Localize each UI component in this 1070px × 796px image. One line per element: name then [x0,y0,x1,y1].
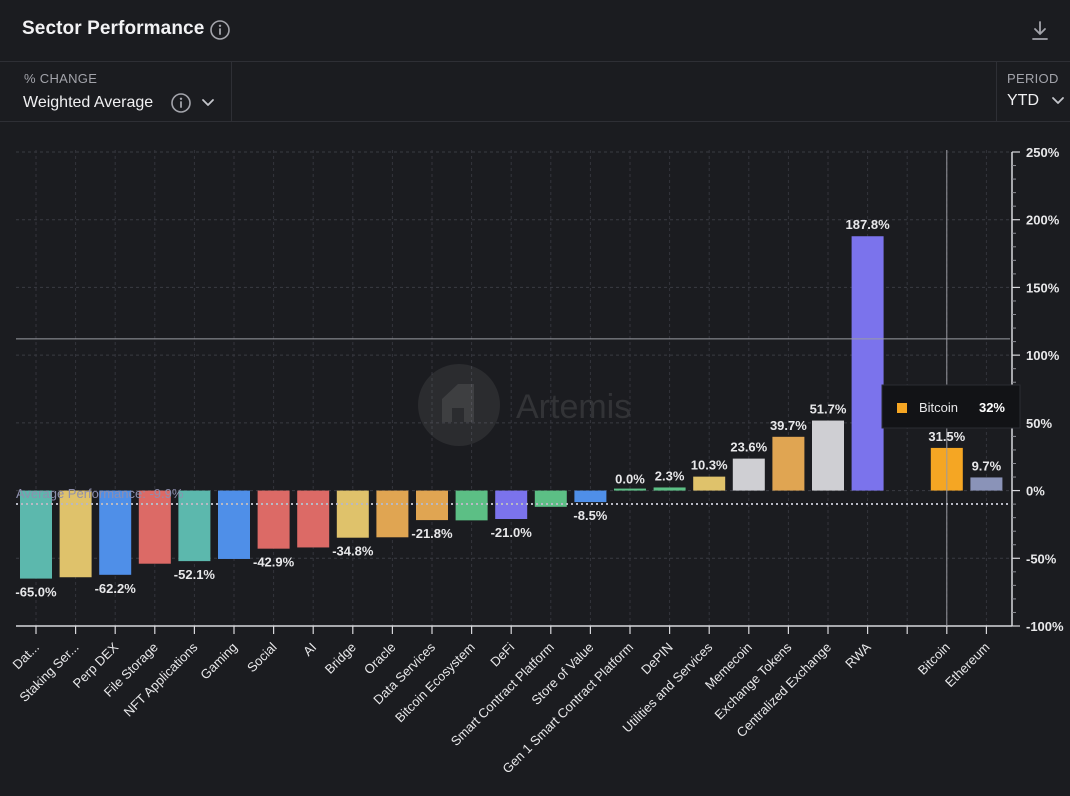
info-icon[interactable] [209,19,231,46]
x-tick-label: RWA [842,639,874,671]
data-label: 39.7% [770,418,807,433]
chevron-down-icon[interactable] [1051,94,1065,112]
data-label: 2.3% [655,468,685,483]
data-label: -21.8% [411,526,453,541]
watermark-text: Artemis [516,388,631,426]
bar[interactable] [178,490,211,562]
y-tick-label: 100% [1026,348,1060,363]
data-label: -8.5% [573,508,607,523]
bar[interactable] [416,490,448,521]
x-tick-label: Oracle [361,640,399,678]
y-tick-label: 50% [1026,416,1052,431]
tooltip-value: 32% [979,400,1005,415]
data-label: -21.0% [491,525,533,540]
bar[interactable] [297,490,330,548]
bar[interactable] [812,420,844,491]
watermark: Artemis [418,364,631,446]
average-label: Average Performance: -9.9% [16,486,184,501]
period-value[interactable]: YTD [1007,92,1039,109]
bar[interactable] [574,490,607,503]
x-tick-label: Gaming [197,640,240,683]
bar[interactable] [376,490,409,538]
data-label: 23.6% [730,440,767,455]
y-tick-label: 150% [1026,280,1060,295]
x-tick-label: NFT Applications [121,639,201,719]
bar[interactable] [218,490,250,559]
panel-header: Sector Performance [0,0,1070,62]
x-tick-label: Bridge [322,640,359,677]
change-selector[interactable]: % CHANGE Weighted Average [0,62,232,121]
data-label: 10.3% [691,458,728,473]
bar[interactable] [851,236,884,491]
bar[interactable] [693,476,726,491]
bar[interactable] [772,436,805,491]
download-icon[interactable] [1030,20,1050,47]
bar[interactable] [99,490,132,575]
bar[interactable] [138,490,171,564]
bar[interactable] [257,490,290,549]
bars [20,236,1003,579]
bar[interactable] [534,490,567,507]
y-tick-label: -50% [1026,551,1057,566]
y-tick-label: -100% [1026,619,1064,634]
bar[interactable] [970,477,1003,491]
x-tick-label: AI [300,640,319,659]
x-tick-label: DePIN [638,640,676,678]
y-tick-label: 250% [1026,145,1060,160]
axes: 250%200%150%100%50%0%-50%-100%Dat...Stak… [10,145,1064,776]
x-tick-label: Bitcoin [915,640,953,678]
data-labels: -65.0% -62.2% -52.1% -42.9% -34.8% -21.8% -21.… [15,217,1001,599]
x-tick-label: DeFi [487,639,517,669]
page-title: Sector Performance [22,18,205,39]
period-selector[interactable]: PERIOD YTD [996,62,1070,121]
data-label: 187.8% [846,217,891,232]
data-label: 0.0% [615,472,645,487]
info-icon[interactable] [170,92,192,119]
bar[interactable] [455,490,488,521]
data-label: 51.7% [810,402,847,417]
bar[interactable] [20,490,52,579]
chart-area: Artemis -65.0% -62.2% -52.1% -42.9% -34.8% -2… [0,122,1070,796]
x-tick-label: Social [244,639,280,675]
bar[interactable] [336,490,369,538]
tooltip-swatch [897,403,907,413]
data-label: -65.0% [15,585,57,600]
bar-chart: Artemis -65.0% -62.2% -52.1% -42.9% -34.8% -2… [10,145,1064,776]
bar[interactable] [59,490,92,578]
data-label: -52.1% [174,567,216,582]
bar[interactable] [653,487,686,491]
bar[interactable] [732,458,765,491]
chevron-down-icon[interactable] [201,96,215,114]
period-label: PERIOD [1007,71,1059,86]
chart-controls: % CHANGE Weighted Average PERIOD YTD [0,62,1070,122]
data-label: -34.8% [332,544,374,559]
data-label: -62.2% [95,581,137,596]
tooltip-name: Bitcoin [919,400,958,415]
change-label: % CHANGE [24,71,98,86]
y-tick-label: 0% [1026,484,1045,499]
data-label: 9.7% [972,458,1002,473]
x-tick-label: Dat... [10,640,43,673]
tooltip: Bitcoin 32% [881,384,1021,429]
data-label: -42.9% [253,555,295,570]
y-tick-label: 200% [1026,213,1060,228]
bar[interactable] [614,488,646,491]
change-value[interactable]: Weighted Average [23,94,154,111]
